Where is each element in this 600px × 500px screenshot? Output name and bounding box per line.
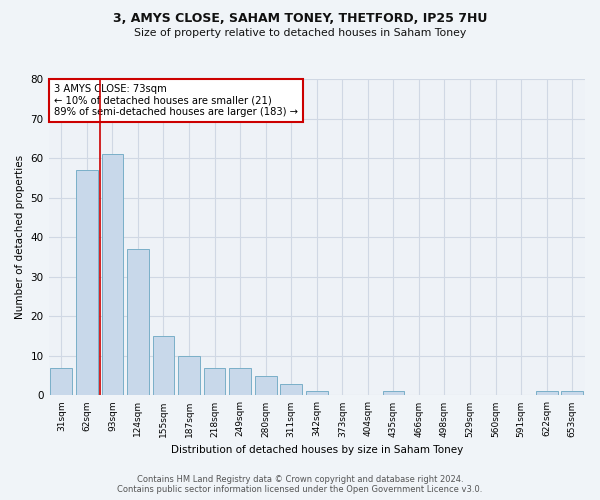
Bar <box>536 392 557 396</box>
Bar <box>280 384 302 396</box>
Bar <box>50 368 72 396</box>
Bar <box>127 249 149 396</box>
Text: Contains public sector information licensed under the Open Government Licence v3: Contains public sector information licen… <box>118 485 482 494</box>
Text: Size of property relative to detached houses in Saham Toney: Size of property relative to detached ho… <box>134 28 466 38</box>
Text: 3 AMYS CLOSE: 73sqm
← 10% of detached houses are smaller (21)
89% of semi-detach: 3 AMYS CLOSE: 73sqm ← 10% of detached ho… <box>54 84 298 117</box>
Bar <box>76 170 98 396</box>
Bar <box>562 392 583 396</box>
Text: 3, AMYS CLOSE, SAHAM TONEY, THETFORD, IP25 7HU: 3, AMYS CLOSE, SAHAM TONEY, THETFORD, IP… <box>113 12 487 26</box>
Bar <box>255 376 277 396</box>
Bar <box>101 154 123 396</box>
Bar <box>306 392 328 396</box>
Bar <box>204 368 226 396</box>
X-axis label: Distribution of detached houses by size in Saham Toney: Distribution of detached houses by size … <box>170 445 463 455</box>
Text: Contains HM Land Registry data © Crown copyright and database right 2024.: Contains HM Land Registry data © Crown c… <box>137 475 463 484</box>
Bar <box>383 392 404 396</box>
Bar <box>152 336 175 396</box>
Bar <box>178 356 200 396</box>
Bar <box>229 368 251 396</box>
Y-axis label: Number of detached properties: Number of detached properties <box>15 155 25 320</box>
